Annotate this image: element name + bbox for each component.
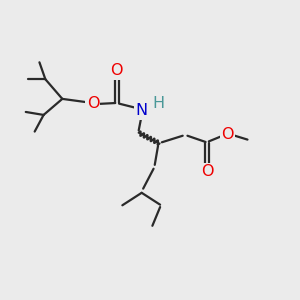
Text: N: N	[136, 103, 148, 118]
Text: O: O	[222, 127, 234, 142]
Text: O: O	[110, 63, 123, 78]
Text: H: H	[152, 96, 164, 111]
Text: O: O	[201, 164, 213, 179]
Text: O: O	[87, 95, 99, 110]
